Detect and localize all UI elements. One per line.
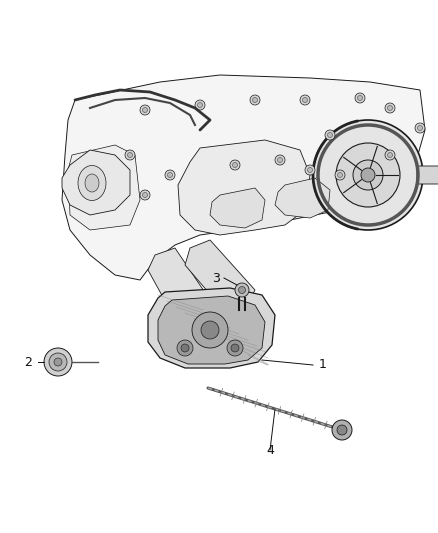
FancyBboxPatch shape bbox=[417, 166, 438, 184]
Circle shape bbox=[233, 163, 237, 167]
Circle shape bbox=[239, 287, 246, 294]
Circle shape bbox=[198, 102, 202, 108]
Circle shape bbox=[313, 120, 423, 230]
Circle shape bbox=[252, 98, 258, 102]
Text: 2: 2 bbox=[24, 356, 32, 368]
Circle shape bbox=[127, 152, 133, 157]
Circle shape bbox=[44, 348, 72, 376]
Circle shape bbox=[303, 98, 307, 102]
Text: 4: 4 bbox=[266, 443, 274, 456]
Circle shape bbox=[142, 108, 148, 112]
Circle shape bbox=[388, 106, 392, 110]
Polygon shape bbox=[185, 240, 255, 308]
Circle shape bbox=[142, 192, 148, 198]
Circle shape bbox=[355, 93, 365, 103]
Polygon shape bbox=[158, 296, 265, 364]
Circle shape bbox=[415, 123, 425, 133]
Circle shape bbox=[305, 165, 315, 175]
Circle shape bbox=[165, 170, 175, 180]
Circle shape bbox=[195, 100, 205, 110]
Circle shape bbox=[325, 130, 335, 140]
Polygon shape bbox=[62, 75, 425, 280]
Circle shape bbox=[201, 321, 219, 339]
Circle shape bbox=[385, 103, 395, 113]
Circle shape bbox=[54, 358, 62, 366]
Circle shape bbox=[278, 157, 283, 163]
Circle shape bbox=[167, 173, 173, 177]
Circle shape bbox=[49, 353, 67, 371]
Circle shape bbox=[227, 340, 243, 356]
Circle shape bbox=[337, 425, 347, 435]
Circle shape bbox=[336, 143, 400, 207]
Circle shape bbox=[250, 95, 260, 105]
Circle shape bbox=[332, 420, 352, 440]
Ellipse shape bbox=[78, 166, 106, 200]
Circle shape bbox=[181, 344, 189, 352]
Circle shape bbox=[231, 344, 239, 352]
Polygon shape bbox=[210, 188, 265, 228]
Text: 3: 3 bbox=[212, 271, 220, 285]
Polygon shape bbox=[148, 248, 210, 315]
Circle shape bbox=[230, 160, 240, 170]
Polygon shape bbox=[178, 140, 310, 235]
Text: 1: 1 bbox=[319, 359, 327, 372]
Circle shape bbox=[388, 152, 392, 157]
Circle shape bbox=[300, 95, 310, 105]
Circle shape bbox=[140, 190, 150, 200]
Circle shape bbox=[385, 150, 395, 160]
Circle shape bbox=[192, 312, 228, 348]
Circle shape bbox=[177, 340, 193, 356]
Circle shape bbox=[353, 160, 383, 190]
Polygon shape bbox=[275, 178, 330, 218]
Circle shape bbox=[361, 168, 375, 182]
Circle shape bbox=[275, 155, 285, 165]
Ellipse shape bbox=[85, 174, 99, 192]
Polygon shape bbox=[148, 288, 275, 368]
Circle shape bbox=[328, 133, 332, 138]
Circle shape bbox=[417, 125, 423, 131]
Circle shape bbox=[357, 95, 363, 101]
Polygon shape bbox=[62, 150, 130, 215]
Circle shape bbox=[235, 283, 249, 297]
Circle shape bbox=[335, 170, 345, 180]
Circle shape bbox=[338, 173, 343, 177]
Circle shape bbox=[307, 167, 312, 173]
Circle shape bbox=[140, 105, 150, 115]
Polygon shape bbox=[68, 145, 140, 230]
Circle shape bbox=[125, 150, 135, 160]
